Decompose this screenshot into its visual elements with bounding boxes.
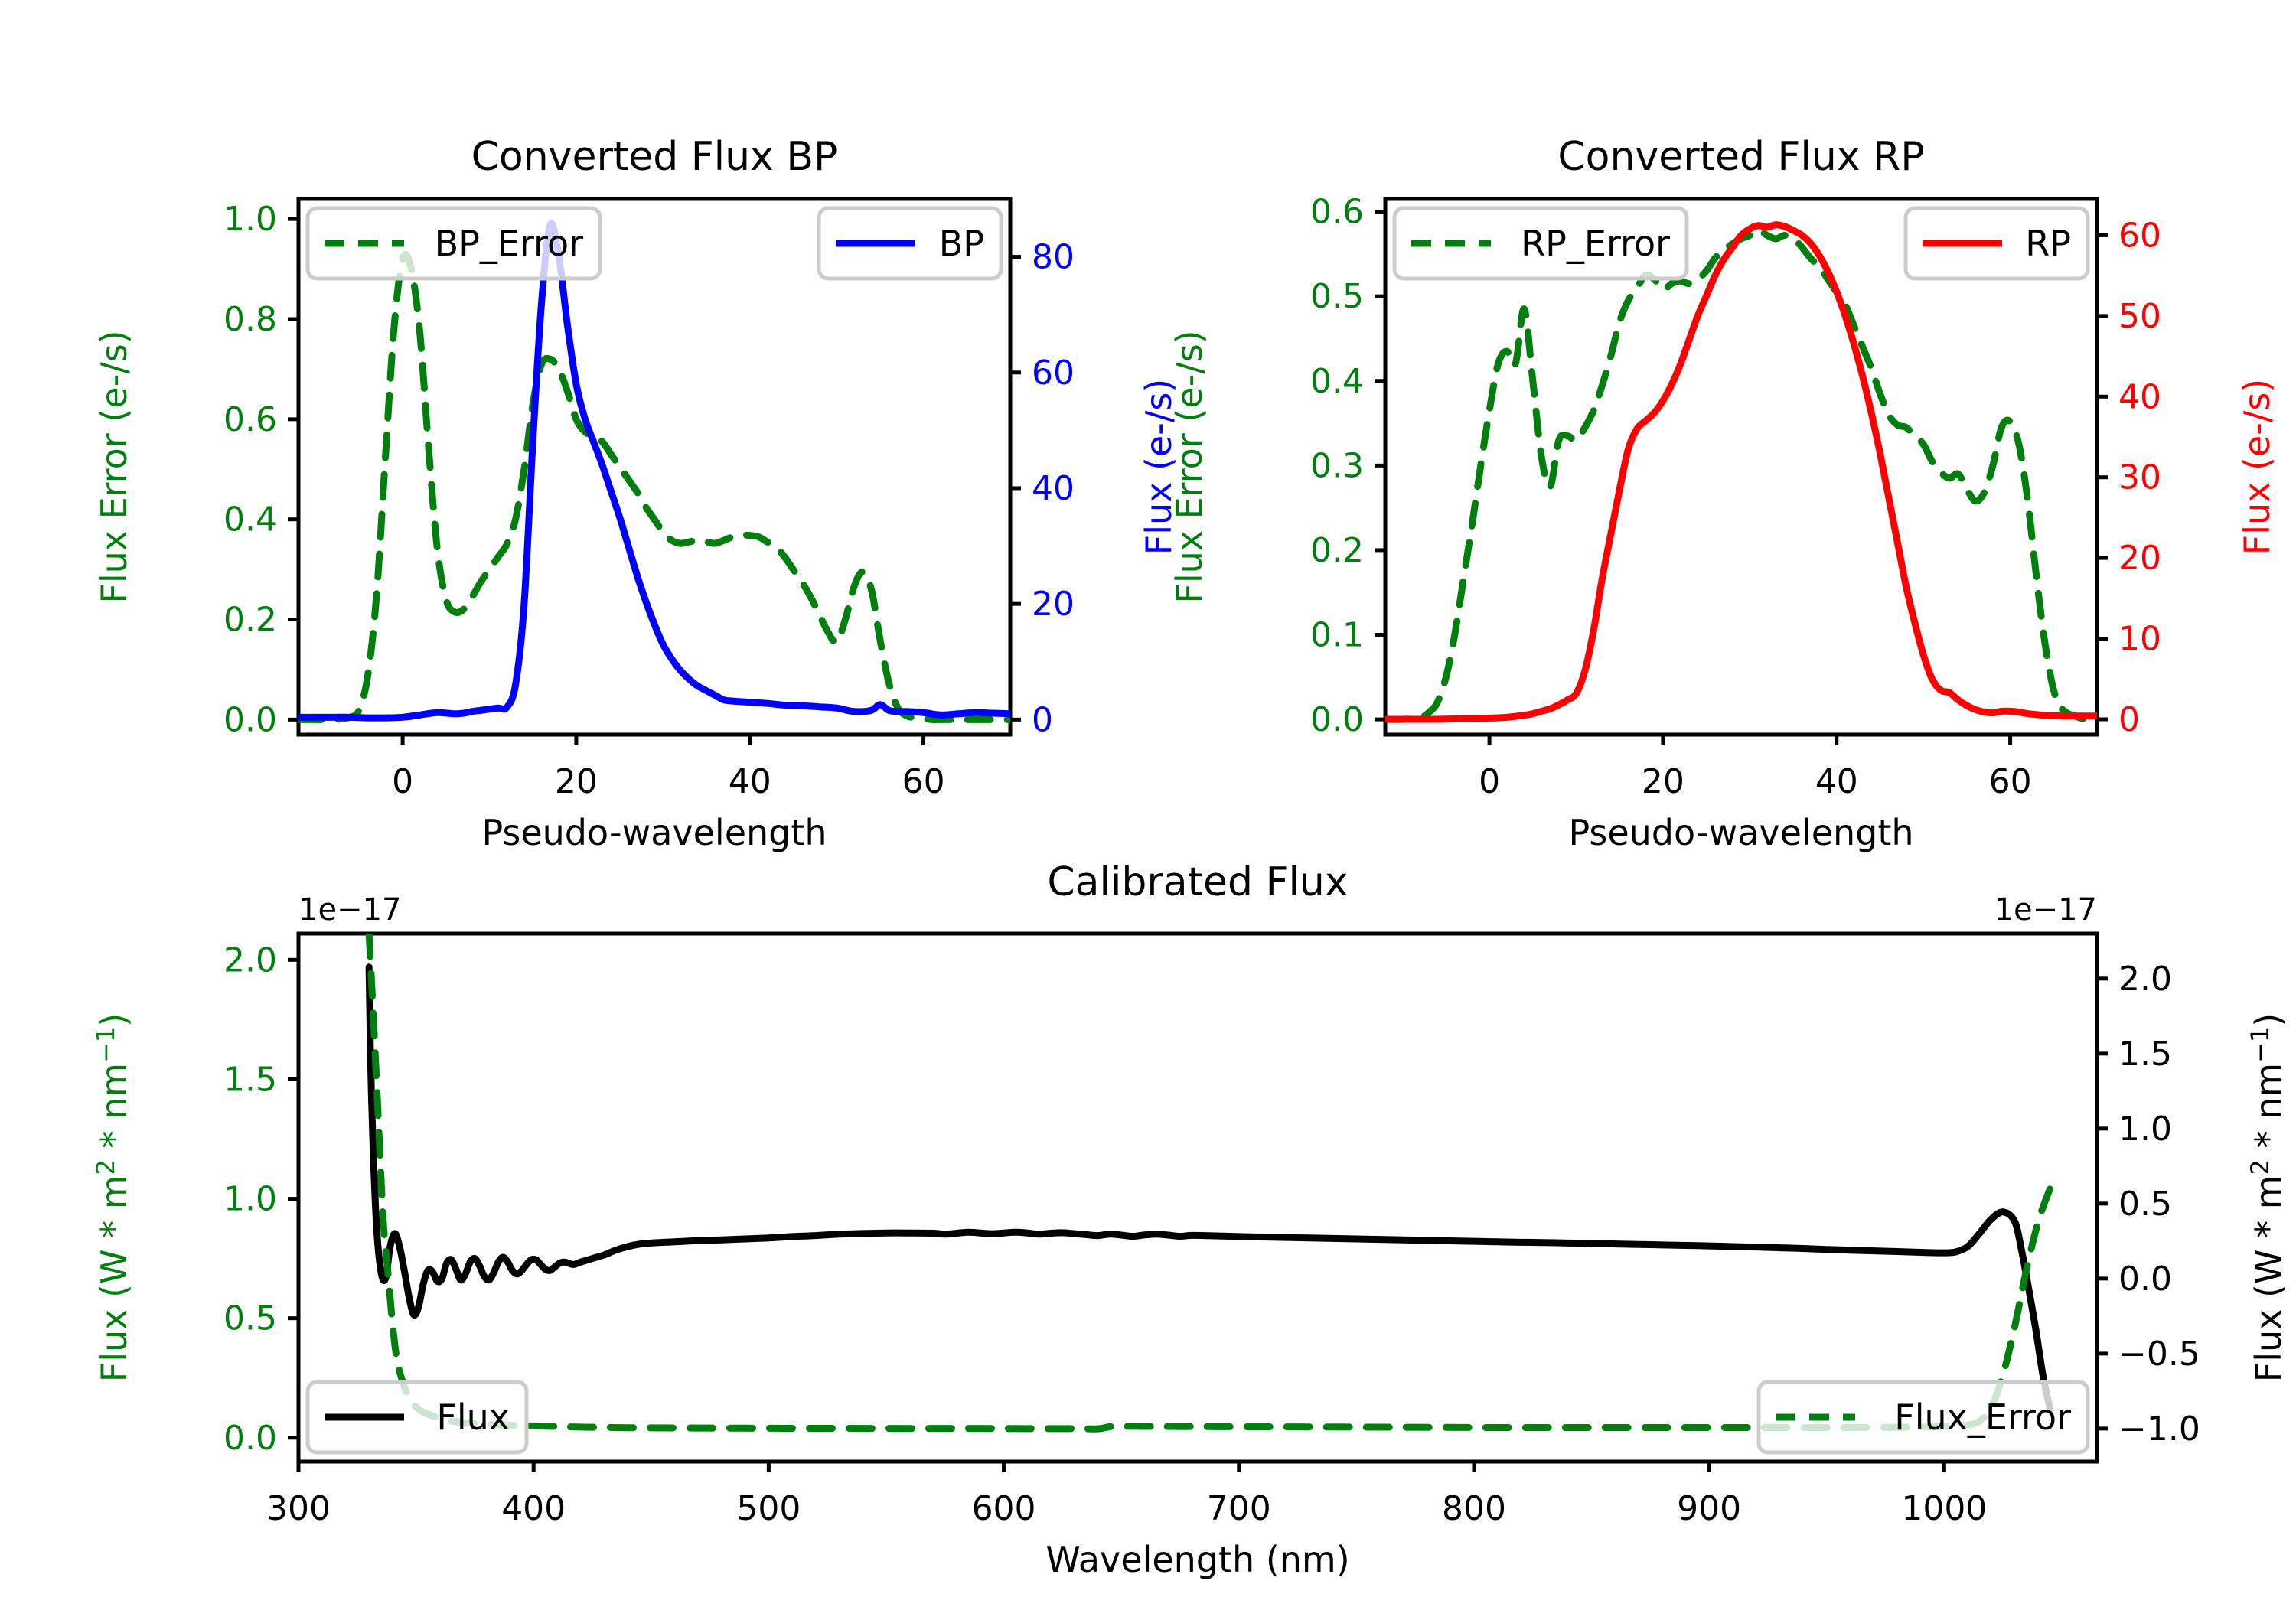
legend-rp_error[interactable]: RP_Error xyxy=(1392,206,1689,281)
y-right-tick-label: 60 xyxy=(1032,354,1075,393)
y-left-tick-label: 0.3 xyxy=(1310,446,1364,485)
y-right-tick-label: 1.0 xyxy=(2118,1110,2172,1149)
y-left-tick-label: 0.2 xyxy=(1310,531,1364,570)
y-left-tick-label: 2.0 xyxy=(223,940,277,980)
y-right-tick-label: 0.0 xyxy=(2118,1260,2172,1299)
x-axis-label: Wavelength (nm) xyxy=(1045,1539,1349,1580)
y-left-tick-label: 0.0 xyxy=(223,700,277,739)
y-right-tick-label: 80 xyxy=(1032,238,1075,277)
y-left-tick-label: 0.4 xyxy=(223,500,277,539)
y-right-tick-label: 2.0 xyxy=(2118,960,2172,999)
y-left-tick-label: 0.6 xyxy=(1310,193,1364,232)
y-right-tick-label: 20 xyxy=(2118,539,2161,578)
y-left-tick-label: 0.8 xyxy=(223,300,277,339)
x-tick-label: 600 xyxy=(972,1489,1036,1528)
y-right-axis-label: Flux (e-/s) xyxy=(2236,379,2278,556)
x-tick-label: 20 xyxy=(1642,762,1684,801)
y-left-tick-label: 1.0 xyxy=(223,1180,277,1219)
y-left-tick-label: 0.5 xyxy=(223,1299,277,1338)
legend-box xyxy=(1392,206,1689,281)
x-tick-label: 1000 xyxy=(1901,1489,1987,1528)
y-left-tick-label: 0.0 xyxy=(223,1419,277,1458)
legend-box xyxy=(305,1380,529,1455)
series-rp xyxy=(1385,221,2097,723)
y-left-axis-label: Flux (W * m2 * nm−1) xyxy=(91,1013,135,1382)
y-left-axis-label: Flux Error (e-/s) xyxy=(93,330,135,603)
series-flux_error xyxy=(365,934,2054,1433)
chart-title: Converted Flux BP xyxy=(471,134,838,180)
x-tick-label: 40 xyxy=(729,762,771,801)
y-right-tick-label: 30 xyxy=(2118,458,2161,497)
series-bp_error xyxy=(298,251,1010,724)
y-left-tick-label: 0.5 xyxy=(1310,277,1364,316)
legend-label: RP_Error xyxy=(1521,223,1670,264)
y-right-tick-label: 20 xyxy=(1032,585,1075,624)
y-right-tick-label: 0 xyxy=(2118,700,2140,739)
panel-calibrated-flux: 300 400 500 600 700 800 900 1000 0.0 0.5 1.0 1.5 2.0… xyxy=(0,834,2296,1607)
x-tick-label: 400 xyxy=(501,1489,566,1528)
y-right-tick-label: 40 xyxy=(2118,377,2161,416)
y-right-offset-label: 1e−17 xyxy=(1994,892,2097,927)
y-right-tick-label: 60 xyxy=(2118,216,2161,255)
y-left-tick-label: 1.5 xyxy=(223,1060,277,1099)
x-tick-label: 60 xyxy=(1989,762,2032,801)
chart-title: Calibrated Flux xyxy=(1047,859,1348,905)
y-left-tick-label: 0.0 xyxy=(1310,700,1364,739)
y-left-tick-label: 0.1 xyxy=(1310,616,1364,655)
chart-rp: 0 20 40 60 0.0 0.1 0.2 0.3 0.4 0.5 0.6 0 10 20 30 40 50 6… xyxy=(1169,134,2278,853)
legend-flux[interactable]: Flux xyxy=(305,1380,529,1455)
plot-frame xyxy=(296,197,1013,737)
y-left-tick-label: 1.0 xyxy=(223,200,277,239)
y-left-tick-label: 0.6 xyxy=(223,400,277,439)
x-axis-label: Pseudo-wavelength xyxy=(1568,812,1913,853)
series-rp_error xyxy=(1385,227,2097,723)
y-right-tick-label: 50 xyxy=(2118,297,2161,336)
x-tick-label: 0 xyxy=(1479,762,1500,801)
chart-title: Converted Flux RP xyxy=(1557,134,1924,180)
legend-label: BP xyxy=(939,223,984,264)
y-right-tick-label: −1.0 xyxy=(2118,1410,2200,1449)
legend-box xyxy=(305,206,602,281)
y-right-tick-label: 40 xyxy=(1032,469,1075,508)
y-left-tick-label: 0.2 xyxy=(223,601,277,640)
y-right-axis-label: Flux (W * m2 * nm−1) xyxy=(2245,1013,2289,1382)
x-tick-label: 60 xyxy=(902,762,945,801)
x-tick-label: 800 xyxy=(1442,1489,1506,1528)
legend-rp[interactable]: RP xyxy=(1903,206,2090,281)
y-right-tick-label: 0 xyxy=(1032,700,1053,739)
legend-label: RP xyxy=(2025,223,2071,264)
chart-calibrated: 300 400 500 600 700 800 900 1000 0.0 0.5 1.0 1.5 2.0… xyxy=(91,859,2289,1580)
x-tick-label: 900 xyxy=(1677,1489,1741,1528)
y-right-tick-label: −0.5 xyxy=(2118,1335,2200,1374)
legend-flux_error[interactable]: Flux_Error xyxy=(1756,1380,2090,1455)
legend-label: Flux_Error xyxy=(1894,1397,2071,1438)
y-left-axis-label: Flux Error (e-/s) xyxy=(1169,330,1210,603)
series-bp xyxy=(298,220,1010,722)
y-right-tick-label: 0.5 xyxy=(2118,1185,2172,1224)
series-flux xyxy=(365,963,2054,1413)
panel-converted-flux-bp: 0 20 40 60 0.0 0.2 0.4 0.6 0.8 1.0 0 20 40 60 80 Conver… xyxy=(0,61,1179,853)
panel-converted-flux-rp: 0 20 40 60 0.0 0.1 0.2 0.3 0.4 0.5 0.6 0 10 20 30 40 50 6… xyxy=(1087,61,2296,853)
x-tick-label: 20 xyxy=(555,762,598,801)
x-tick-label: 700 xyxy=(1207,1489,1271,1528)
y-left-tick-label: 0.4 xyxy=(1310,362,1364,401)
x-tick-label: 40 xyxy=(1815,762,1858,801)
x-axis-label: Pseudo-wavelength xyxy=(481,812,827,853)
y-right-tick-label: 1.5 xyxy=(2118,1035,2172,1074)
x-tick-label: 500 xyxy=(736,1489,801,1528)
y-left-offset-label: 1e−17 xyxy=(298,892,401,927)
legend-bp_error[interactable]: BP_Error xyxy=(305,206,602,281)
legend-bp[interactable]: BP xyxy=(817,206,1003,281)
y-right-tick-label: 10 xyxy=(2118,620,2161,659)
y-right-axis-label: Flux (e-/s) xyxy=(1138,379,1179,556)
chart-bp: 0 20 40 60 0.0 0.2 0.4 0.6 0.8 1.0 0 20 40 60 80 Conver… xyxy=(93,134,1179,853)
x-tick-label: 300 xyxy=(266,1489,331,1528)
legend-label: BP_Error xyxy=(435,223,584,264)
legend-box xyxy=(1756,1380,2090,1455)
x-tick-label: 0 xyxy=(392,762,413,801)
legend-label: Flux xyxy=(436,1397,510,1438)
